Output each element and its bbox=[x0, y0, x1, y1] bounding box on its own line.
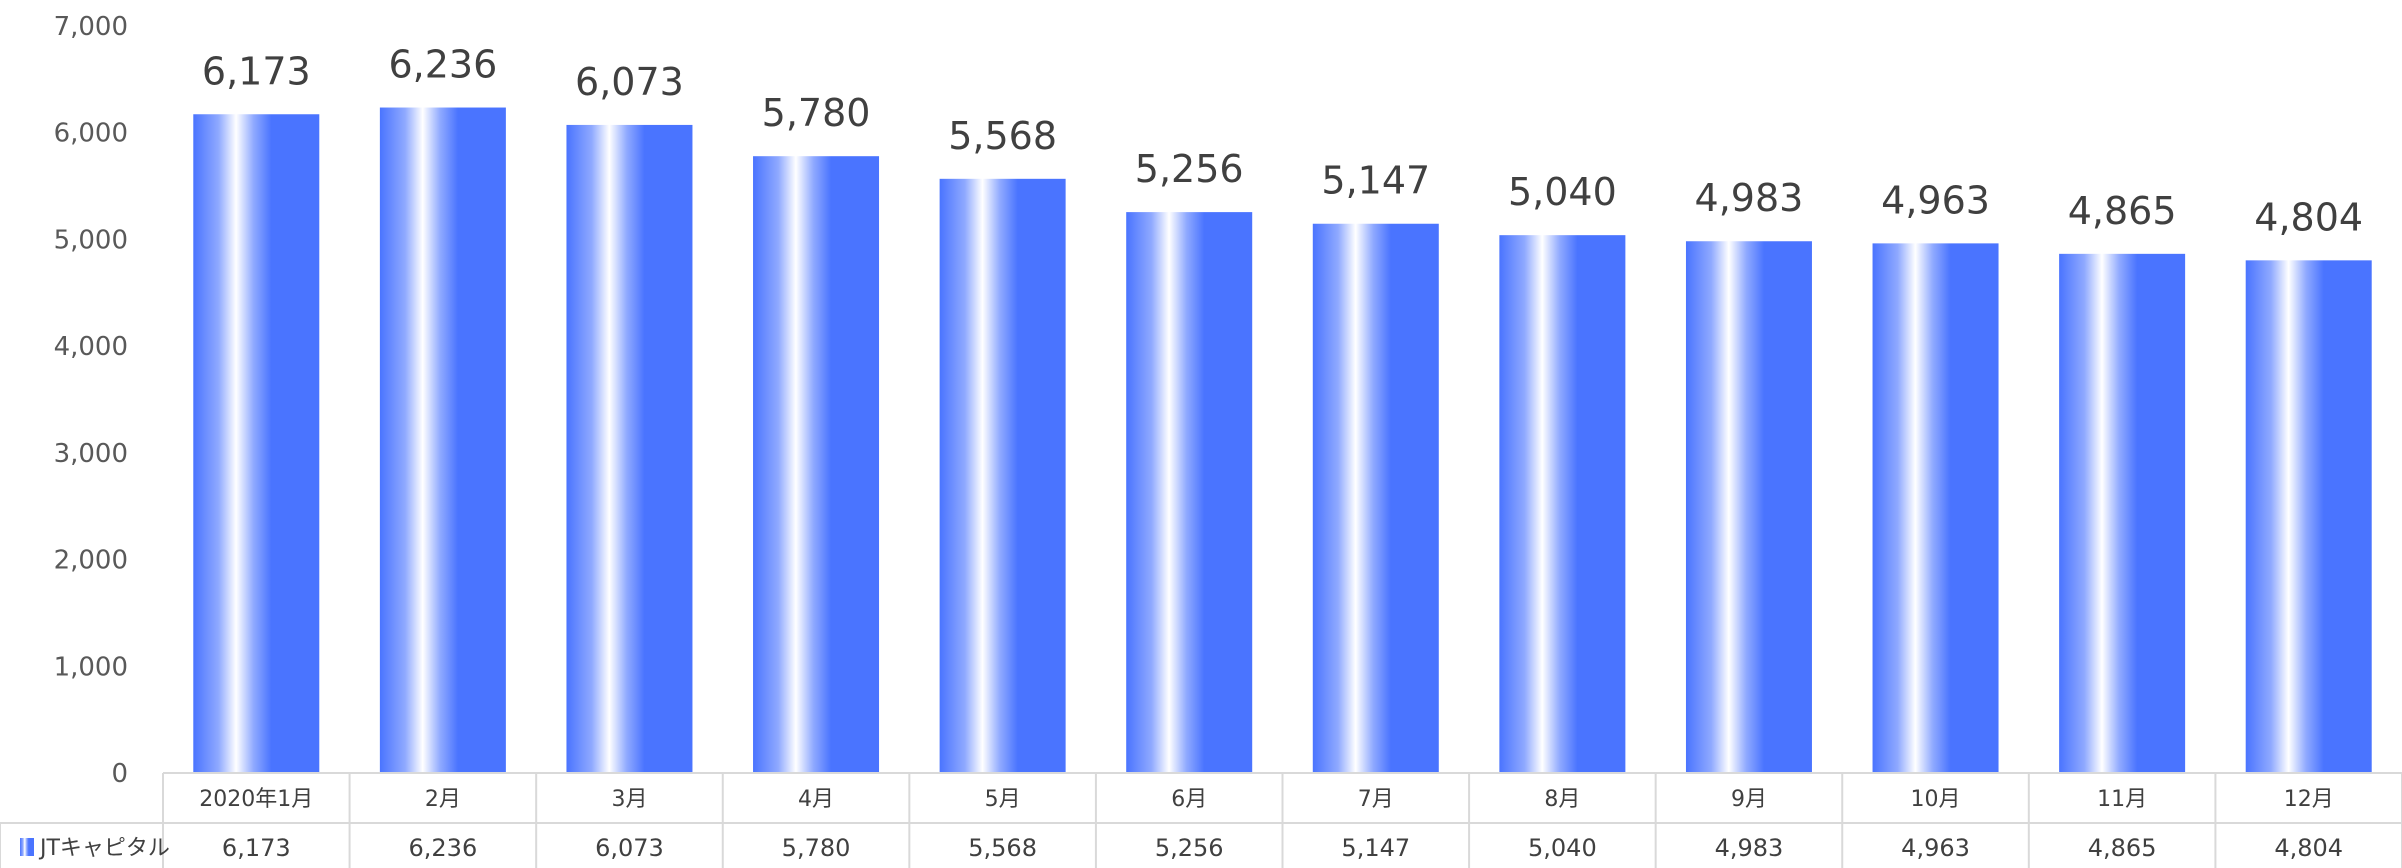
table-value-cell: 5,147 bbox=[1341, 834, 1410, 862]
y-axis: 0 1,000 2,000 3,000 4,000 5,000 6,000 7,000 bbox=[54, 12, 128, 789]
bar bbox=[1499, 235, 1626, 773]
category-label: 2020年1月 bbox=[199, 787, 313, 812]
table-value-cell: 4,983 bbox=[1715, 834, 1784, 862]
table-value-cell: 4,804 bbox=[2274, 834, 2343, 862]
category-label: 12月 bbox=[2284, 787, 2334, 812]
category-label: 4月 bbox=[798, 787, 834, 812]
table-value-cell: 5,568 bbox=[968, 834, 1037, 862]
bar bbox=[1312, 223, 1439, 773]
data-label: 4,804 bbox=[2254, 195, 2363, 239]
bar bbox=[1685, 241, 1812, 773]
category-label: 11月 bbox=[2097, 787, 2147, 812]
category-label: 7月 bbox=[1358, 787, 1394, 812]
series-name: JTキャピタル bbox=[38, 836, 170, 861]
data-label: 6,173 bbox=[202, 49, 311, 93]
y-tick-label: 2,000 bbox=[54, 546, 128, 576]
data-label: 4,983 bbox=[1695, 176, 1804, 220]
table-value-cell: 6,173 bbox=[222, 834, 291, 862]
bar bbox=[193, 114, 320, 774]
category-label: 9月 bbox=[1731, 787, 1767, 812]
table-value-cell: 6,236 bbox=[409, 834, 478, 862]
table-value-cell: 4,963 bbox=[1901, 834, 1970, 862]
bar bbox=[939, 178, 1066, 774]
y-tick-label: 0 bbox=[111, 759, 128, 789]
table-value-cell: 5,780 bbox=[782, 834, 851, 862]
table-value-cell: 4,865 bbox=[2088, 834, 2157, 862]
legend-key bbox=[20, 838, 34, 856]
category-label: 8月 bbox=[1544, 787, 1580, 812]
y-tick-label: 5,000 bbox=[54, 225, 128, 255]
data-label: 5,147 bbox=[1321, 159, 1430, 203]
data-label: 6,236 bbox=[388, 43, 497, 87]
data-label: 6,073 bbox=[575, 60, 684, 104]
table-value-cell: 5,256 bbox=[1155, 834, 1224, 862]
bar bbox=[1126, 212, 1253, 773]
y-tick-label: 3,000 bbox=[54, 439, 128, 469]
y-tick-label: 4,000 bbox=[54, 332, 128, 362]
data-label: 4,963 bbox=[1881, 178, 1990, 222]
bar bbox=[379, 107, 506, 773]
bars bbox=[193, 107, 2372, 774]
y-tick-label: 1,000 bbox=[54, 652, 128, 682]
data-label: 4,865 bbox=[2068, 189, 2177, 233]
category-label: 5月 bbox=[985, 787, 1021, 812]
table-value-cell: 6,073 bbox=[595, 834, 664, 862]
bar bbox=[566, 124, 693, 774]
bar bbox=[1872, 243, 1999, 773]
data-table: JTキャピタル 2020年1月 6,173 2月 6,236 3月 6,073 4月 5,780… bbox=[0, 772, 2402, 868]
category-label: 3月 bbox=[611, 787, 647, 812]
category-label: 2月 bbox=[425, 787, 461, 812]
data-labels: 6,173 6,236 6,073 5,780 5,568 5,256 5,147 5,040… bbox=[202, 43, 2363, 240]
data-label: 5,256 bbox=[1135, 147, 1244, 191]
bar bbox=[2245, 260, 2372, 773]
category-label: 10月 bbox=[1911, 787, 1961, 812]
category-label: 6月 bbox=[1171, 787, 1207, 812]
data-label: 5,780 bbox=[762, 91, 871, 135]
bar bbox=[2059, 253, 2186, 773]
data-label: 5,040 bbox=[1508, 170, 1617, 214]
table-value-cell: 5,040 bbox=[1528, 834, 1597, 862]
y-tick-label: 7,000 bbox=[54, 12, 128, 42]
data-label: 5,568 bbox=[948, 114, 1057, 158]
y-tick-label: 6,000 bbox=[54, 119, 128, 149]
bar bbox=[753, 156, 880, 774]
